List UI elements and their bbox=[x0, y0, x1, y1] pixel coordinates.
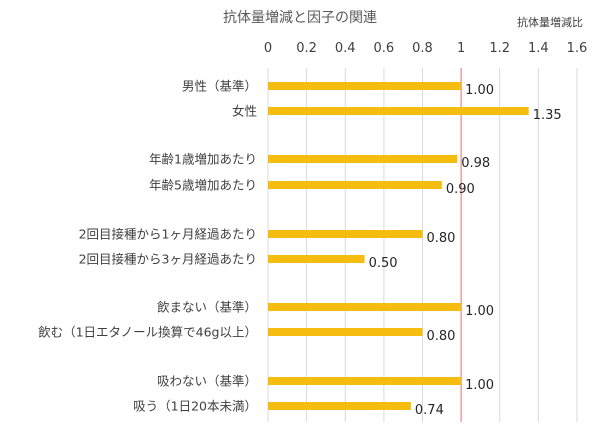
category-label: 2回目接種から3ヶ月経過あたり bbox=[79, 252, 257, 267]
x-tick-label: 1 bbox=[457, 41, 465, 56]
x-tick-label: 0.4 bbox=[335, 41, 356, 56]
category-label: 年齢1歳増加あたり bbox=[149, 152, 257, 167]
category-label: 吸う（1日20本未満） bbox=[133, 399, 257, 414]
x-tick-label: 1.6 bbox=[567, 41, 588, 56]
x-tick-label: 1.2 bbox=[489, 41, 510, 56]
bar bbox=[268, 230, 423, 238]
bar bbox=[268, 155, 458, 163]
data-labels: 1.00 1.35 0.98 0.90 0.80 0.50 1.00 0.80 1.00 0.74 bbox=[369, 83, 562, 418]
x-axis-ticks: 0 0.2 0.4 0.6 0.8 1 1.2 1.4 1.6 bbox=[264, 41, 587, 56]
x-tick-label: 1.4 bbox=[528, 41, 549, 56]
data-label: 1.00 bbox=[465, 83, 494, 98]
category-label: 飲む（1日エタノール換算で46g以上） bbox=[38, 325, 257, 340]
category-label: 飲まない（基準） bbox=[157, 300, 257, 315]
x-tick-label: 0 bbox=[264, 41, 272, 56]
bar bbox=[268, 82, 462, 90]
data-label: 0.80 bbox=[427, 231, 456, 246]
data-label: 0.74 bbox=[415, 403, 444, 418]
category-label: 2回目接種から1ヶ月経過あたり bbox=[79, 227, 257, 242]
bar bbox=[268, 328, 423, 336]
chart-title: 抗体量増減と因子の関連 bbox=[223, 9, 377, 26]
data-label: 0.80 bbox=[427, 329, 456, 344]
bar bbox=[268, 402, 411, 410]
category-label: 男性（基準） bbox=[182, 79, 257, 94]
data-label: 0.98 bbox=[461, 156, 490, 171]
data-label: 0.50 bbox=[369, 256, 398, 271]
x-tick-label: 0.2 bbox=[296, 41, 317, 56]
x-tick-label: 0.8 bbox=[412, 41, 433, 56]
gridlines bbox=[267, 68, 578, 422]
category-label: 女性 bbox=[232, 104, 257, 119]
bar bbox=[268, 181, 442, 189]
data-label: 0.90 bbox=[446, 182, 475, 197]
bar bbox=[268, 303, 462, 311]
bars bbox=[268, 82, 529, 410]
bar bbox=[268, 255, 365, 263]
data-label: 1.00 bbox=[465, 304, 494, 319]
x-axis-unit-label: 抗体量増減比 bbox=[517, 15, 583, 29]
bar bbox=[268, 107, 529, 115]
category-label: 吸わない（基準） bbox=[157, 374, 257, 389]
category-label: 年齢5歳増加あたり bbox=[149, 178, 257, 193]
x-tick-label: 0.6 bbox=[374, 41, 395, 56]
data-label: 1.35 bbox=[533, 108, 562, 123]
data-label: 1.00 bbox=[465, 378, 494, 393]
bar bbox=[268, 377, 462, 385]
